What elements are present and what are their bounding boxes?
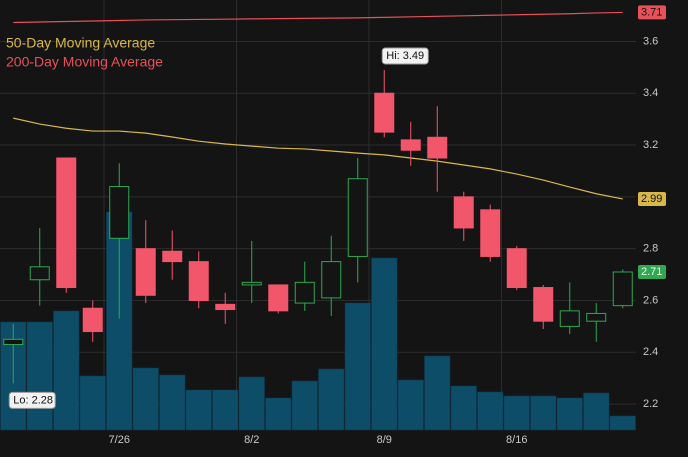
volume-bar [530,395,557,431]
y-tick-label: 2.8 [643,243,658,255]
annotation: Hi: 3.49 [386,50,424,62]
y-tick-label: 3.2 [643,139,658,151]
volume-bar [132,367,159,431]
candle-body [559,310,580,327]
candle-body [268,284,289,312]
volume-bar [424,355,451,431]
volume-bar [556,397,583,431]
last-close-tag [638,264,666,279]
candle-body [135,248,156,296]
candle-body [215,303,236,311]
candle-body [374,92,395,133]
candle-body [294,281,315,304]
volume-bar [265,397,292,431]
volume-bar [397,379,424,431]
candle-body [586,312,607,322]
candle-body [188,261,209,301]
candle-body [321,261,342,299]
moving-average-line [13,11,623,24]
legend-label: 200-Day Moving Average [6,54,163,70]
y-tick-label: 2.2 [643,398,658,410]
volume-bar [609,415,636,431]
volume-bar [344,302,371,431]
candle-body [347,178,368,257]
candle-body [533,287,554,322]
volume-bar [79,375,106,431]
x-tick-label: 8/2 [244,434,259,446]
candle-body [29,266,50,281]
volume-bar [583,392,610,431]
volume-bar [238,376,265,431]
annotation-box [381,47,429,65]
x-tick-label: 8/9 [377,434,392,446]
volume-bar [212,389,239,431]
volume-bar [159,374,186,431]
volume-bar [503,395,530,431]
last-value-tag [638,5,666,20]
candle-body [400,139,421,151]
y-tick-label: 2.4 [643,346,658,358]
candle-body [427,136,448,159]
y-tick-label: 2.6 [643,294,658,306]
candle-body [480,209,501,257]
annotation-box [8,391,56,409]
volume-bar [185,389,212,431]
volume-bar [291,380,318,431]
x-tick-label: 8/16 [506,434,527,446]
legend-label: 50-Day Moving Average [6,35,155,51]
candle-body [82,307,103,333]
x-tick-label: 7/26 [109,434,130,446]
last-value-label: 3.71 [641,6,662,18]
y-tick-label: 3.6 [643,35,658,47]
candle-body [3,338,24,346]
y-tick-label: 3.4 [643,87,658,99]
last-value-label: 2.99 [641,193,662,205]
volume-bar [106,211,133,431]
candle-body [56,157,77,289]
volume-bar [371,257,398,431]
candle-body [241,281,262,286]
volume-bar [318,368,345,431]
volume-bar [450,385,477,431]
last-close-label: 2.71 [641,266,662,278]
candle-body [109,186,130,239]
last-value-tag [638,191,666,206]
candle-body [162,250,183,263]
candle-body [506,248,527,289]
volume-bar [53,310,80,431]
moving-average-line [13,117,623,200]
candle-body [612,271,633,307]
annotation: Lo: 2.28 [13,394,53,406]
volume-bar [477,391,504,431]
candle-body [453,196,474,229]
volume-bar [26,321,53,431]
